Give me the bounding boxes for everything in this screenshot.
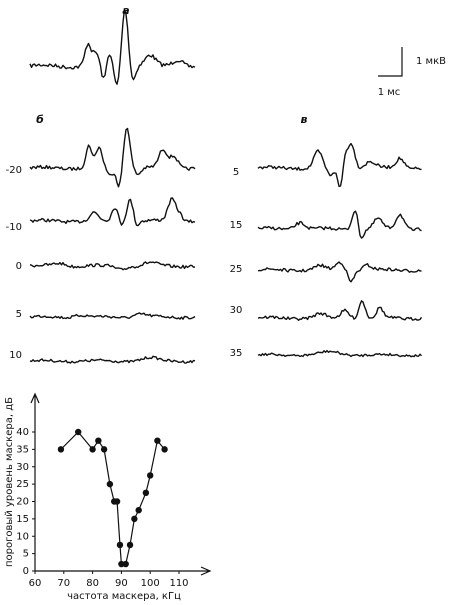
- data-point: [131, 515, 138, 523]
- panel-label: а: [122, 4, 129, 17]
- trace-label: 5: [233, 167, 239, 178]
- data-point: [135, 506, 142, 514]
- y-tick-label: 20: [16, 497, 29, 508]
- y-axis-label: пороговый уровень маскера, дБ: [4, 397, 15, 567]
- trace-label: 0: [16, 261, 22, 272]
- scale-amplitude: 1 мкВ: [416, 56, 446, 67]
- y-tick-label: 25: [16, 479, 29, 490]
- waveform: [29, 355, 196, 364]
- trace-label: 35: [230, 348, 243, 359]
- waveform: [29, 127, 196, 188]
- axes: [30, 392, 212, 576]
- y-tick-label: 30: [16, 462, 29, 473]
- x-tick-label: 110: [169, 578, 188, 589]
- waveform: [29, 8, 196, 85]
- data-line: [60, 431, 166, 565]
- data-point: [89, 446, 96, 453]
- panel-label: б: [36, 113, 44, 126]
- data-point: [95, 437, 102, 444]
- waveform: [29, 197, 196, 227]
- data-point: [147, 472, 154, 479]
- trace-label: 15: [230, 220, 243, 231]
- y-tick-label: 35: [16, 444, 29, 455]
- scale-time: 1 мс: [378, 87, 401, 98]
- data-point: [106, 480, 114, 488]
- waveform: [29, 261, 196, 271]
- trace-label: -20: [6, 165, 22, 176]
- waveform: [257, 349, 422, 358]
- data-point: [142, 489, 150, 497]
- waveform: [257, 142, 422, 188]
- x-tick-label: 80: [86, 578, 99, 589]
- scale-bar: [378, 47, 403, 77]
- waveform: [257, 261, 422, 283]
- trace-label: 25: [230, 264, 243, 275]
- waveform: [257, 210, 422, 239]
- y-tick-label: 15: [16, 514, 29, 525]
- data-point: [126, 541, 134, 549]
- y-tick-label: 5: [23, 549, 29, 560]
- data-point: [100, 446, 108, 453]
- y-tick-label: 10: [16, 531, 29, 542]
- data-point: [161, 446, 168, 453]
- data-point: [57, 446, 65, 453]
- data-point: [154, 437, 161, 444]
- data-point: [75, 428, 82, 436]
- trace-label: 5: [16, 309, 22, 320]
- waveform: [29, 312, 196, 320]
- x-tick-label: 90: [115, 578, 128, 589]
- x-tick-label: 60: [29, 578, 42, 589]
- y-tick-label: 40: [16, 427, 29, 438]
- x-tick-label: 70: [57, 578, 70, 589]
- trace-label: -10: [6, 222, 22, 233]
- data-point: [113, 498, 121, 505]
- y-tick-label: 0: [23, 566, 29, 577]
- panel-label: в: [301, 113, 308, 126]
- x-axis-label: частота маскера, кГц: [67, 591, 181, 602]
- data-point: [122, 560, 129, 568]
- trace-label: 30: [230, 305, 243, 316]
- waveform: [257, 300, 423, 321]
- trace-label: 10: [9, 350, 22, 361]
- x-tick-label: 100: [141, 578, 160, 589]
- data-point: [116, 541, 124, 549]
